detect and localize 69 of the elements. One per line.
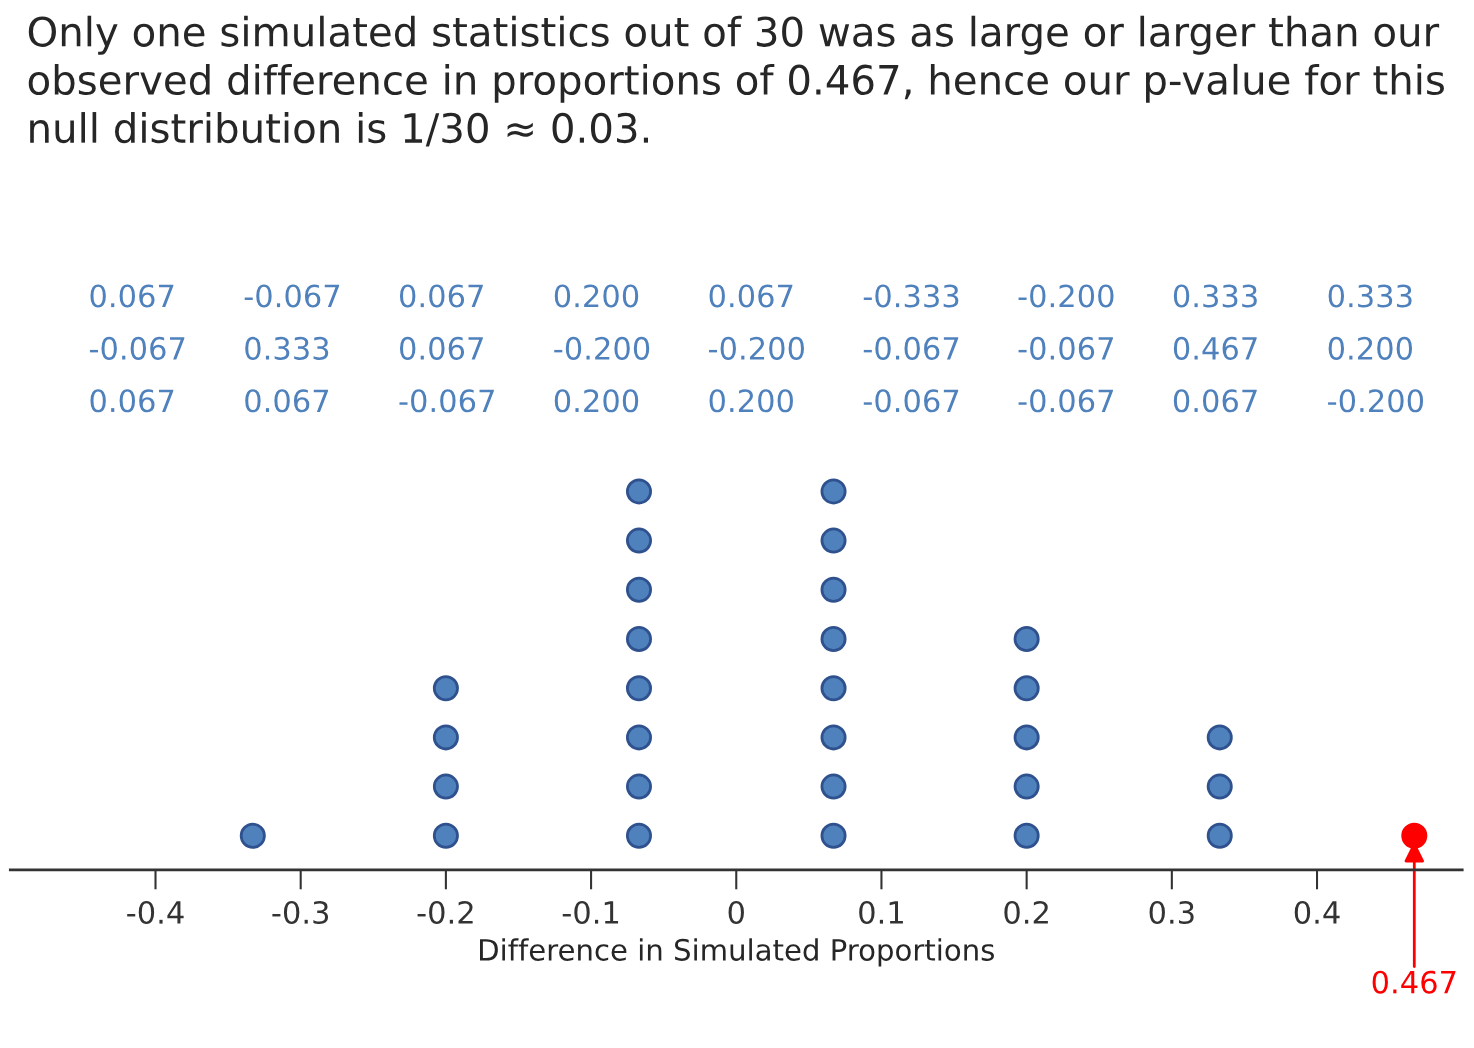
chart-title: Only one simulated statistics out of 30 was as large or larger than our observed difference in proportions of 0.467, hence our p-value for this null distribution is 1/30 ≈ 0.03. (28, 15, 1444, 147)
x-tick-label: -0.3 (272, 900, 329, 925)
point (239, 822, 266, 849)
x-tick-label: 0 (728, 900, 744, 925)
point (1206, 773, 1233, 800)
text: 0.067 (90, 389, 174, 413)
point (820, 478, 847, 505)
point (432, 773, 459, 800)
point (820, 675, 847, 702)
text: 0.067 (709, 284, 793, 308)
point (625, 822, 652, 849)
text: -0.200 (709, 336, 804, 360)
annotation: 0.467 (1372, 970, 1456, 994)
point (432, 822, 459, 849)
text: 0.333 (245, 336, 329, 360)
point (625, 527, 652, 554)
point (625, 576, 652, 603)
point (432, 675, 459, 702)
text: -0.333 (863, 284, 959, 308)
text: -0.067 (399, 389, 494, 413)
text: 0.200 (709, 389, 793, 413)
text: 0.067 (399, 336, 483, 360)
x-tick-label: 0.1 (859, 900, 903, 925)
point (625, 724, 652, 751)
text: 0.333 (1328, 284, 1412, 308)
x-tick-label: 0.4 (1294, 900, 1340, 925)
point (1013, 724, 1040, 751)
point (625, 625, 652, 652)
text: -0.200 (1328, 389, 1424, 413)
x-tick-label: -0.1 (562, 900, 619, 925)
x-tick-label: 0.3 (1149, 900, 1194, 925)
text: 0.067 (399, 284, 483, 308)
text: 0.200 (1328, 336, 1413, 360)
text: -0.067 (863, 389, 959, 413)
text: -0.200 (554, 336, 650, 360)
text: -0.200 (1018, 284, 1114, 308)
text: 0.467 (1173, 336, 1257, 360)
point (820, 625, 847, 652)
point (1013, 675, 1040, 702)
point (432, 724, 459, 751)
text: -0.067 (244, 284, 340, 308)
text: 0.067 (90, 284, 174, 308)
point (1013, 625, 1040, 652)
text: 0.067 (1173, 389, 1257, 413)
point (820, 576, 847, 603)
point (820, 724, 847, 751)
x-axis-title: Difference in Simulated Proportions (480, 938, 994, 967)
point (1401, 822, 1428, 849)
text: 0.200 (554, 389, 639, 413)
point (625, 773, 652, 800)
text: -0.067 (89, 336, 185, 360)
x-tick-label: 0.2 (1004, 900, 1048, 925)
text: -0.067 (863, 336, 959, 360)
text: 0.067 (245, 389, 329, 413)
x-tick-label: -0.4 (127, 900, 184, 925)
text: 0.333 (1173, 284, 1257, 308)
point (1013, 822, 1040, 849)
text: -0.067 (1018, 389, 1113, 413)
point (820, 527, 847, 554)
point (1013, 773, 1040, 800)
point (1206, 822, 1233, 849)
text: -0.067 (1018, 336, 1113, 360)
point (625, 478, 652, 505)
text: 0.200 (554, 284, 639, 308)
point (625, 675, 652, 702)
point (1206, 724, 1233, 751)
x-tick-label: -0.2 (417, 900, 473, 925)
point (820, 773, 847, 800)
point (820, 822, 847, 849)
